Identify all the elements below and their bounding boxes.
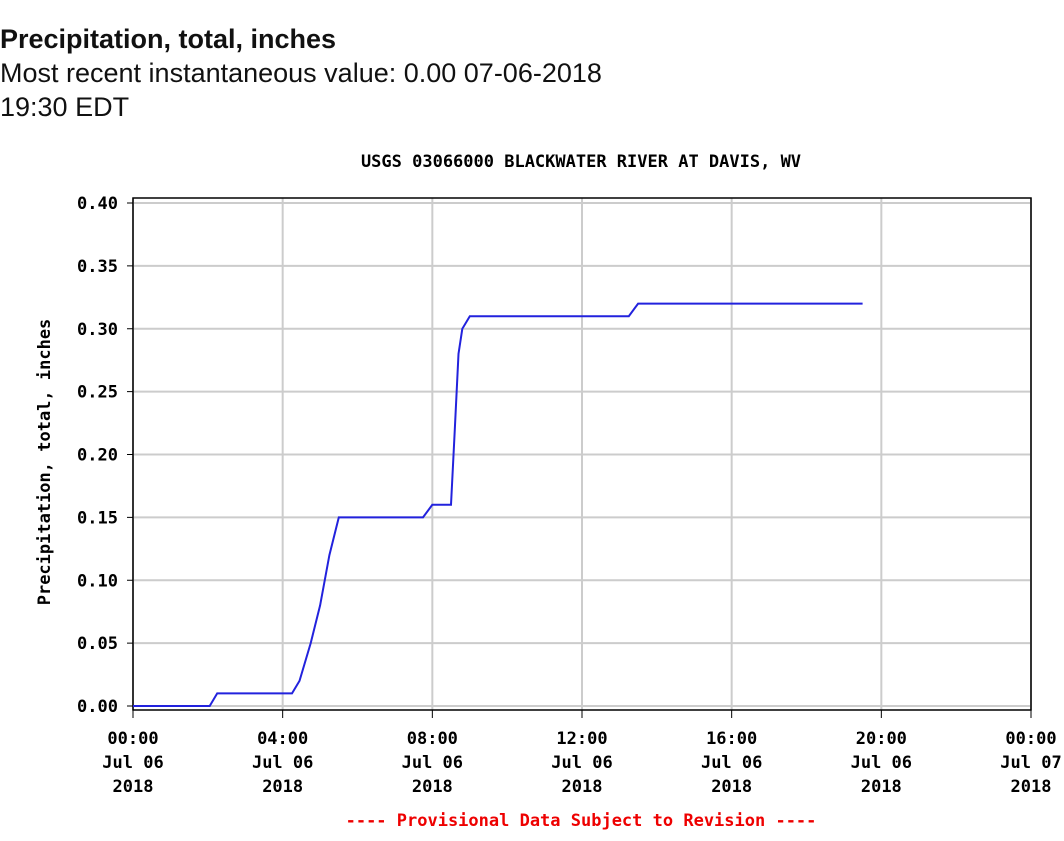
x-tick-label: Jul 06: [551, 753, 612, 773]
header: Precipitation, total, inches Most recent…: [0, 22, 620, 124]
x-tick-label: 00:00: [1005, 729, 1056, 749]
x-tick-label: 00:00: [107, 729, 158, 749]
y-tick-label: 0.35: [77, 257, 118, 277]
y-tick-label: 0.15: [77, 508, 118, 528]
recent-value-text: Most recent instantaneous value: 0.00 07…: [0, 58, 602, 122]
x-tick-label: 04:00: [257, 729, 308, 749]
x-tick-label: 2018: [861, 777, 902, 797]
y-tick-label: 0.05: [77, 634, 118, 654]
y-tick-label: 0.25: [77, 383, 118, 403]
x-tick-label: 08:00: [407, 729, 458, 749]
y-tick-label: 0.40: [77, 194, 118, 214]
provisional-footnote: ---- Provisional Data Subject to Revisio…: [346, 811, 817, 831]
y-tick-label: 0.10: [77, 571, 118, 591]
series-line: [133, 302, 863, 707]
chart-title: USGS 03066000 BLACKWATER RIVER AT DAVIS,…: [361, 152, 801, 172]
x-tick-label: 2018: [562, 777, 603, 797]
y-tick-label: 0.20: [77, 446, 118, 466]
x-tick-label: Jul 07: [1000, 753, 1061, 773]
x-tick-label: 12:00: [556, 729, 607, 749]
series: [133, 302, 863, 707]
x-tick-label: 16:00: [706, 729, 757, 749]
y-tick-label: 0.00: [77, 697, 118, 717]
x-tick-label: 2018: [711, 777, 752, 797]
x-tick-label: Jul 06: [701, 753, 762, 773]
x-tick-label: 20:00: [856, 729, 907, 749]
grid: [132, 198, 1032, 710]
x-tick-label: Jul 06: [102, 753, 163, 773]
x-tick-label: Jul 06: [851, 753, 912, 773]
y-tick-label: 0.30: [77, 320, 118, 340]
x-tick-label: 2018: [1011, 777, 1052, 797]
x-tick-label: Jul 06: [402, 753, 463, 773]
x-tick-label: Jul 06: [252, 753, 313, 773]
x-tick-label: 2018: [412, 777, 453, 797]
y-axis: 0.00 0.05 0.10 0.15 0.20 0.25 0.30 0.35 0.40: [77, 194, 133, 717]
parameter-title: Precipitation, total, inches: [0, 24, 337, 54]
x-tick-label: 2018: [113, 777, 154, 797]
x-tick-label: 2018: [262, 777, 303, 797]
x-axis: 00:00 Jul 06 2018 04:00 Jul 06 2018 08:00 Jul 0…: [102, 710, 1062, 797]
y-axis-label: Precipitation, total, inches: [35, 319, 55, 606]
